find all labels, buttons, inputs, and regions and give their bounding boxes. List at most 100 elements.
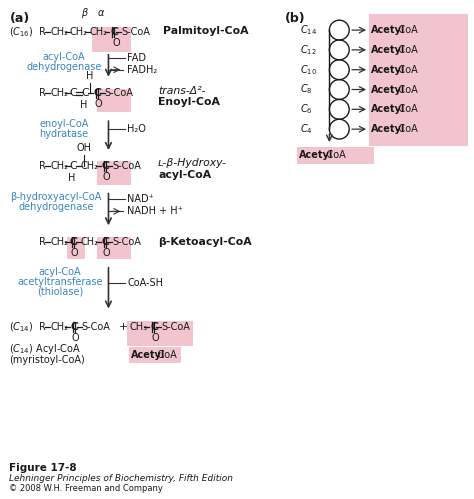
Bar bbox=[369, 14, 468, 146]
Text: FAD: FAD bbox=[128, 53, 146, 63]
Text: C: C bbox=[150, 322, 158, 332]
Text: S-CoA: S-CoA bbox=[82, 322, 110, 332]
Text: C: C bbox=[70, 161, 77, 171]
Bar bbox=[297, 147, 374, 164]
Text: H: H bbox=[68, 173, 75, 183]
Bar bbox=[97, 237, 131, 259]
Bar bbox=[128, 321, 192, 346]
Text: C: C bbox=[94, 88, 101, 98]
Bar bbox=[97, 88, 131, 112]
Text: -CoA: -CoA bbox=[396, 84, 419, 94]
Text: R: R bbox=[39, 88, 46, 98]
Text: CH₂: CH₂ bbox=[90, 27, 108, 37]
Text: (thiolase): (thiolase) bbox=[37, 286, 83, 296]
Bar bbox=[129, 347, 181, 363]
Text: $(C_{14})$: $(C_{14})$ bbox=[9, 320, 34, 334]
Text: Acetyl: Acetyl bbox=[299, 150, 333, 160]
Text: acyl-CoA: acyl-CoA bbox=[158, 170, 211, 180]
Text: Acetyl: Acetyl bbox=[371, 25, 405, 35]
Text: acetyltransferase: acetyltransferase bbox=[17, 276, 103, 287]
Text: R: R bbox=[39, 27, 46, 37]
Text: CH₂: CH₂ bbox=[50, 237, 68, 247]
Text: FADH₂: FADH₂ bbox=[128, 65, 157, 75]
Text: O: O bbox=[95, 99, 102, 109]
Text: S-CoA: S-CoA bbox=[161, 322, 190, 332]
Text: -CoA: -CoA bbox=[154, 350, 177, 360]
Text: R: R bbox=[39, 322, 46, 332]
Text: $C_{14}$: $C_{14}$ bbox=[300, 23, 317, 37]
Text: α: α bbox=[97, 8, 104, 18]
Text: OH: OH bbox=[76, 143, 91, 153]
Text: C: C bbox=[70, 88, 77, 98]
Text: Acetyl: Acetyl bbox=[371, 45, 405, 55]
Text: S-CoA: S-CoA bbox=[112, 161, 141, 171]
Text: $C_{10}$: $C_{10}$ bbox=[300, 63, 317, 77]
Text: CH₂: CH₂ bbox=[50, 27, 68, 37]
Text: β: β bbox=[81, 8, 87, 18]
Text: C: C bbox=[70, 237, 78, 247]
Bar bbox=[91, 27, 131, 52]
Text: CH₃: CH₃ bbox=[129, 322, 147, 332]
Text: -CoA: -CoA bbox=[396, 104, 419, 114]
Text: $C_{12}$: $C_{12}$ bbox=[300, 43, 316, 57]
Text: trans-Δ²-: trans-Δ²- bbox=[158, 85, 206, 95]
Text: C: C bbox=[110, 27, 118, 37]
Text: CH₂: CH₂ bbox=[50, 322, 68, 332]
Text: CoA-SH: CoA-SH bbox=[128, 277, 164, 288]
Text: -CoA: -CoA bbox=[323, 150, 346, 160]
Text: hydratase: hydratase bbox=[39, 129, 89, 139]
Text: $(C_{16})$: $(C_{16})$ bbox=[9, 25, 34, 39]
Text: β-Ketoacyl-CoA: β-Ketoacyl-CoA bbox=[158, 237, 252, 247]
Text: CH₂: CH₂ bbox=[81, 237, 99, 247]
Text: O: O bbox=[151, 333, 159, 343]
Text: acyl-CoA: acyl-CoA bbox=[43, 52, 85, 62]
Text: © 2008 W.H. Freeman and Company: © 2008 W.H. Freeman and Company bbox=[9, 484, 163, 493]
Text: acyl-CoA: acyl-CoA bbox=[38, 267, 81, 277]
Text: Enoyl-CoA: Enoyl-CoA bbox=[158, 97, 220, 107]
Text: $C_{8}$: $C_{8}$ bbox=[300, 83, 312, 96]
Text: C: C bbox=[101, 237, 109, 247]
Text: NAD⁺: NAD⁺ bbox=[128, 195, 154, 205]
Text: (b): (b) bbox=[285, 12, 305, 25]
Text: -CoA: -CoA bbox=[396, 25, 419, 35]
Text: $C_{6}$: $C_{6}$ bbox=[300, 102, 312, 116]
Text: R: R bbox=[39, 161, 46, 171]
Bar bbox=[67, 237, 85, 259]
Text: Acetyl: Acetyl bbox=[371, 104, 405, 114]
Text: O: O bbox=[71, 248, 79, 258]
Text: O: O bbox=[102, 248, 110, 258]
Text: H₂O: H₂O bbox=[128, 124, 146, 134]
Text: Acetyl: Acetyl bbox=[371, 65, 405, 75]
Text: R: R bbox=[39, 237, 46, 247]
Text: ʟ-β-Hydroxy-: ʟ-β-Hydroxy- bbox=[158, 158, 227, 168]
Text: β-hydroxyacyl-CoA: β-hydroxyacyl-CoA bbox=[10, 193, 101, 203]
Text: C: C bbox=[82, 88, 90, 98]
Text: O: O bbox=[112, 38, 120, 48]
Text: Acetyl: Acetyl bbox=[371, 124, 405, 134]
Text: $C_{4}$: $C_{4}$ bbox=[300, 122, 312, 136]
Text: Acetyl: Acetyl bbox=[371, 84, 405, 94]
Text: -CoA: -CoA bbox=[396, 45, 419, 55]
Text: S-CoA: S-CoA bbox=[104, 88, 133, 98]
Text: dehydrogenase: dehydrogenase bbox=[26, 62, 101, 72]
Text: Acetyl: Acetyl bbox=[131, 350, 165, 360]
Text: CH₂: CH₂ bbox=[70, 27, 88, 37]
Text: dehydrogenase: dehydrogenase bbox=[18, 203, 94, 213]
Text: C: C bbox=[71, 322, 79, 332]
Text: Lehninger Principles of Biochemistry, Fifth Edition: Lehninger Principles of Biochemistry, Fi… bbox=[9, 474, 233, 483]
Text: CH₂: CH₂ bbox=[50, 88, 68, 98]
Text: (myristoyl-CoA): (myristoyl-CoA) bbox=[9, 355, 85, 365]
Text: O: O bbox=[102, 172, 110, 182]
Text: C: C bbox=[101, 161, 109, 171]
Bar bbox=[97, 161, 131, 185]
Text: +: + bbox=[118, 322, 128, 332]
Text: (a): (a) bbox=[9, 12, 30, 25]
Text: $(C_{14})$ Acyl-CoA: $(C_{14})$ Acyl-CoA bbox=[9, 342, 82, 356]
Text: Figure 17-8: Figure 17-8 bbox=[9, 463, 77, 473]
Text: Palmitoyl-CoA: Palmitoyl-CoA bbox=[163, 26, 248, 36]
Text: enoyl-CoA: enoyl-CoA bbox=[39, 119, 89, 129]
Text: -CoA: -CoA bbox=[396, 124, 419, 134]
Text: H: H bbox=[80, 100, 87, 110]
Text: CH₂: CH₂ bbox=[81, 161, 99, 171]
Text: NADH + H⁺: NADH + H⁺ bbox=[128, 207, 183, 217]
